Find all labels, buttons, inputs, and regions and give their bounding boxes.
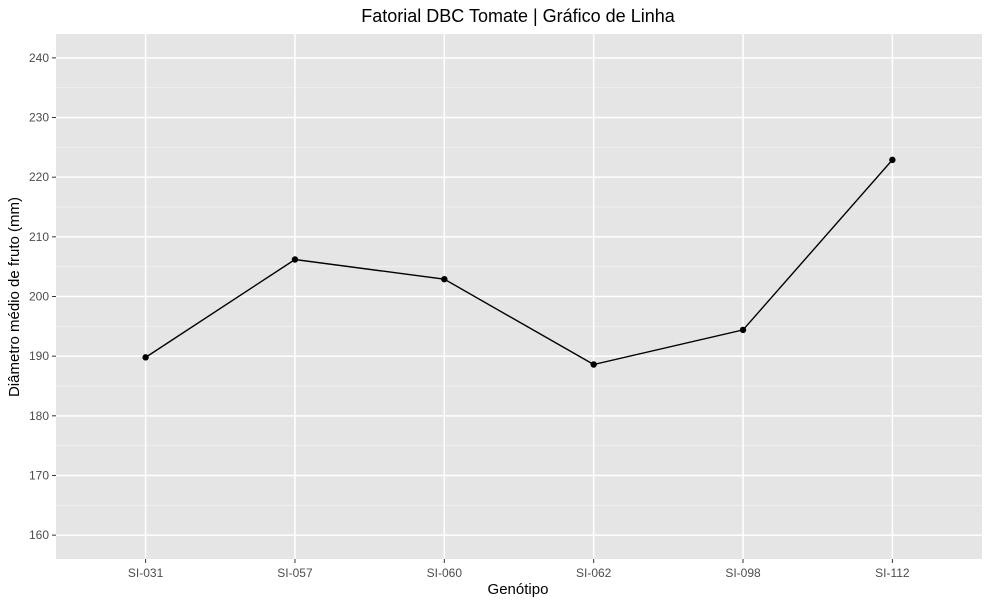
y-tick-label: 230	[29, 111, 49, 125]
data-point	[739, 326, 747, 334]
y-tick-label: 200	[29, 290, 49, 304]
x-tick-label: SI-031	[128, 566, 164, 580]
y-tick-label: 240	[29, 51, 49, 65]
x-tick-label: SI-060	[427, 566, 463, 580]
data-point	[142, 354, 149, 361]
chart-title: Fatorial DBC Tomate | Gráfico de Linha	[361, 6, 675, 26]
series-line	[145, 159, 893, 366]
minor-gridlines	[56, 87, 982, 506]
data-point	[889, 156, 896, 164]
x-axis: SI-031 SI-057 SI-060 SI-062 SI-098 SI-112	[128, 559, 910, 580]
x-tick-label: SI-112	[875, 566, 910, 580]
y-tick-label: 220	[29, 170, 49, 184]
y-tick-label: 210	[29, 230, 49, 244]
y-tick-label: 180	[29, 409, 49, 423]
y-tick-label: 190	[29, 349, 49, 363]
y-tick-label: 160	[29, 528, 49, 542]
y-axis: 160 170 180 190 200 210 220 230 240	[29, 51, 56, 542]
major-gridlines	[56, 34, 982, 559]
y-axis-title: Diâmetro médio de fruto (mm)	[6, 197, 23, 397]
x-tick-label: SI-062	[576, 566, 612, 580]
x-axis-title: Genótipo	[488, 581, 549, 598]
x-tick-label: SI-057	[277, 566, 313, 580]
y-tick-label: 170	[29, 468, 49, 482]
data-point	[291, 256, 299, 263]
x-tick-label: SI-098	[725, 566, 761, 580]
data-point	[441, 275, 448, 283]
data-point	[590, 361, 597, 368]
series-group	[142, 156, 896, 368]
